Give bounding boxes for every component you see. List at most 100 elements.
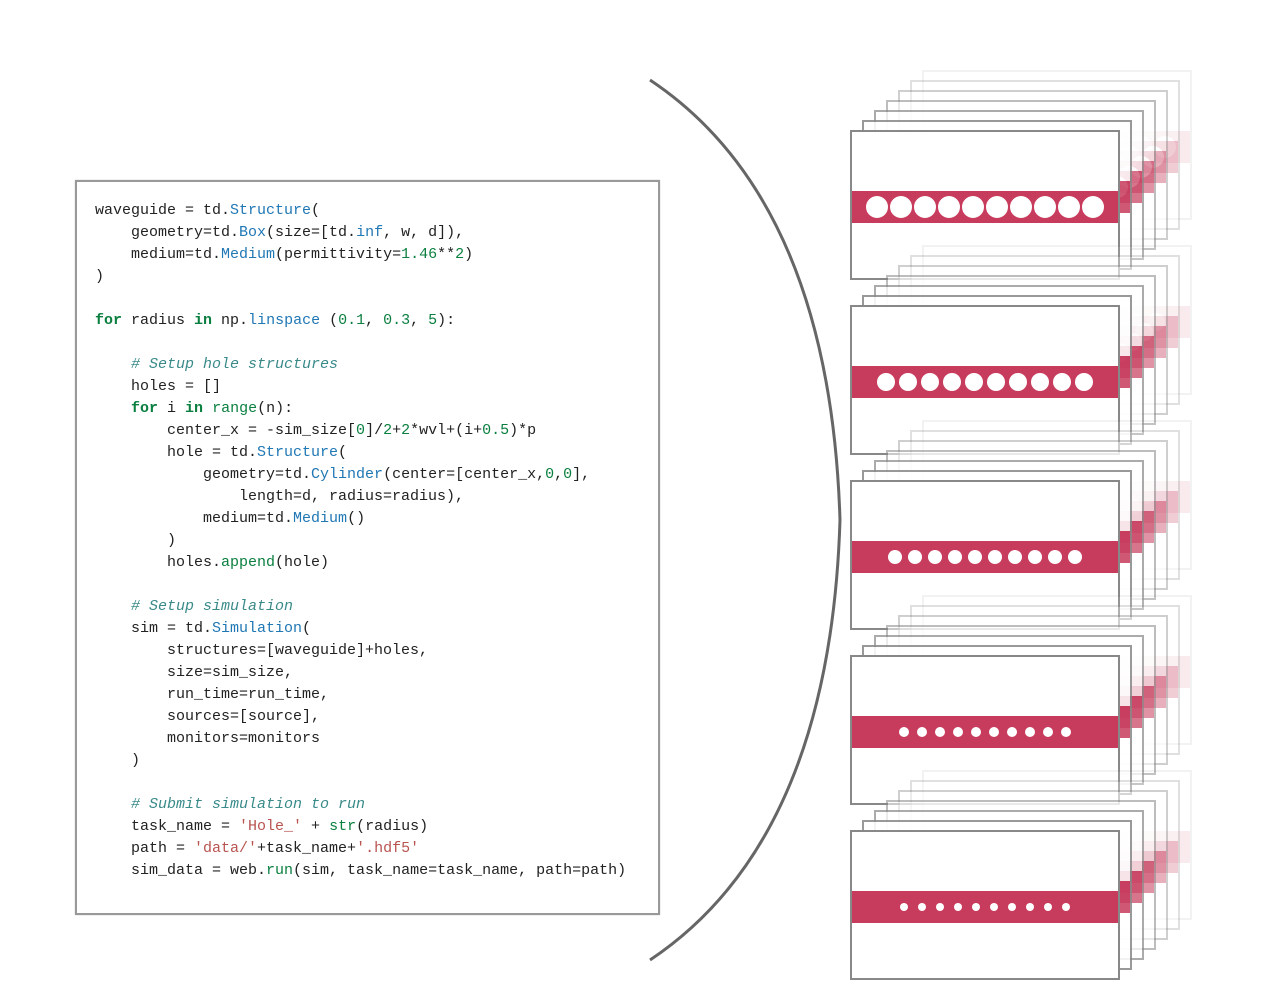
- code-token: **: [437, 246, 455, 263]
- code-token: (permittivity=: [275, 246, 401, 263]
- code-token: (center=[center_x,: [383, 466, 545, 483]
- code-token: for: [131, 400, 158, 417]
- code-token: Medium: [221, 246, 275, 263]
- hole-circle: [971, 727, 981, 737]
- code-token: (n):: [257, 400, 293, 417]
- code-token: +task_name+: [257, 840, 356, 857]
- hole-circle: [1044, 903, 1052, 911]
- code-token: ): [464, 246, 473, 263]
- hole-circle: [908, 550, 922, 564]
- hole-circle: [989, 727, 999, 737]
- code-token: str: [329, 818, 356, 835]
- code-line: medium=td.Medium(): [95, 508, 640, 530]
- hole-circle: [987, 373, 1005, 391]
- code-token: linspace: [248, 312, 320, 329]
- code-line: monitors=monitors: [95, 728, 640, 750]
- code-token: 0: [545, 466, 554, 483]
- hole-circle: [938, 196, 960, 218]
- code-token: (radius): [356, 818, 428, 835]
- code-token: , w, d]),: [383, 224, 464, 241]
- waveguide-holes: [852, 191, 1118, 223]
- code-token: ]/: [365, 422, 383, 439]
- code-token: [95, 598, 131, 615]
- code-token: Cylinder: [311, 466, 383, 483]
- code-token: 1.46: [401, 246, 437, 263]
- code-line: center_x = -sim_size[0]/2+2*wvl+(i+0.5)*…: [95, 420, 640, 442]
- hole-circle: [1008, 903, 1016, 911]
- code-token: size=sim_size,: [95, 664, 293, 681]
- hole-circle: [1043, 727, 1053, 737]
- hole-circle: [1026, 903, 1034, 911]
- code-token: # Setup simulation: [131, 598, 293, 615]
- code-token: (: [320, 312, 338, 329]
- hole-circle: [1031, 373, 1049, 391]
- waveguide-stripe: [852, 191, 1118, 223]
- code-token: ): [95, 268, 104, 285]
- hole-circle: [1082, 196, 1104, 218]
- waveguide-stripe: [852, 891, 1118, 923]
- code-token: task_name =: [95, 818, 239, 835]
- hole-circle: [968, 550, 982, 564]
- code-token: 2: [455, 246, 464, 263]
- waveguide-holes: [852, 716, 1118, 748]
- code-token: (size=[td.: [266, 224, 356, 241]
- code-token: Structure: [257, 444, 338, 461]
- code-token: np.: [212, 312, 248, 329]
- code-line: for i in range(n):: [95, 398, 640, 420]
- code-line: waveguide = td.Structure(: [95, 200, 640, 222]
- code-token: run: [266, 862, 293, 879]
- waveguide-stripe: [852, 716, 1118, 748]
- code-token: )*p: [509, 422, 536, 439]
- code-token: medium=td.: [95, 246, 221, 263]
- code-token: Medium: [293, 510, 347, 527]
- hole-circle: [1062, 903, 1070, 911]
- code-line: holes = []: [95, 376, 640, 398]
- code-token: 0: [563, 466, 572, 483]
- hole-circle: [928, 550, 942, 564]
- code-line: length=d, radius=radius),: [95, 486, 640, 508]
- code-token: +: [302, 818, 329, 835]
- code-token: 'data/': [194, 840, 257, 857]
- code-token: ,: [554, 466, 563, 483]
- code-token: in: [194, 312, 212, 329]
- hole-circle: [1048, 550, 1062, 564]
- code-token: (): [347, 510, 365, 527]
- code-line: ): [95, 750, 640, 772]
- hole-circle: [899, 727, 909, 737]
- code-token: hole = td.: [95, 444, 257, 461]
- hole-circle: [900, 903, 908, 911]
- code-token: 0.1: [338, 312, 365, 329]
- code-token: (hole): [275, 554, 329, 571]
- hole-circle: [921, 373, 939, 391]
- code-token: Box: [239, 224, 266, 241]
- code-token: 0.5: [482, 422, 509, 439]
- waveguide-stripe: [852, 541, 1118, 573]
- code-line: [95, 288, 640, 310]
- code-token: [95, 796, 131, 813]
- code-line: task_name = 'Hole_' + str(radius): [95, 816, 640, 838]
- hole-circle: [948, 550, 962, 564]
- code-line: [95, 574, 640, 596]
- code-line: sim_data = web.run(sim, task_name=task_n…: [95, 860, 640, 882]
- code-token: holes = []: [95, 378, 221, 395]
- code-token: ,: [410, 312, 428, 329]
- hole-circle: [965, 373, 983, 391]
- code-token: '.hdf5': [356, 840, 419, 857]
- hole-circle: [990, 903, 998, 911]
- hole-circle: [1009, 373, 1027, 391]
- code-token: *wvl+(i+: [410, 422, 482, 439]
- code-line: run_time=run_time,: [95, 684, 640, 706]
- hole-circle: [1061, 727, 1071, 737]
- code-token: path =: [95, 840, 194, 857]
- code-line: ): [95, 266, 640, 288]
- code-line: sources=[source],: [95, 706, 640, 728]
- hole-circle: [962, 196, 984, 218]
- code-token: center_x = -sim_size[: [95, 422, 356, 439]
- code-token: ,: [365, 312, 383, 329]
- waveguide-stripe: [852, 366, 1118, 398]
- hole-circle: [943, 373, 961, 391]
- code-line: hole = td.Structure(: [95, 442, 640, 464]
- code-token: holes.: [95, 554, 221, 571]
- code-content: waveguide = td.Structure( geometry=td.Bo…: [95, 200, 640, 882]
- code-token: (: [338, 444, 347, 461]
